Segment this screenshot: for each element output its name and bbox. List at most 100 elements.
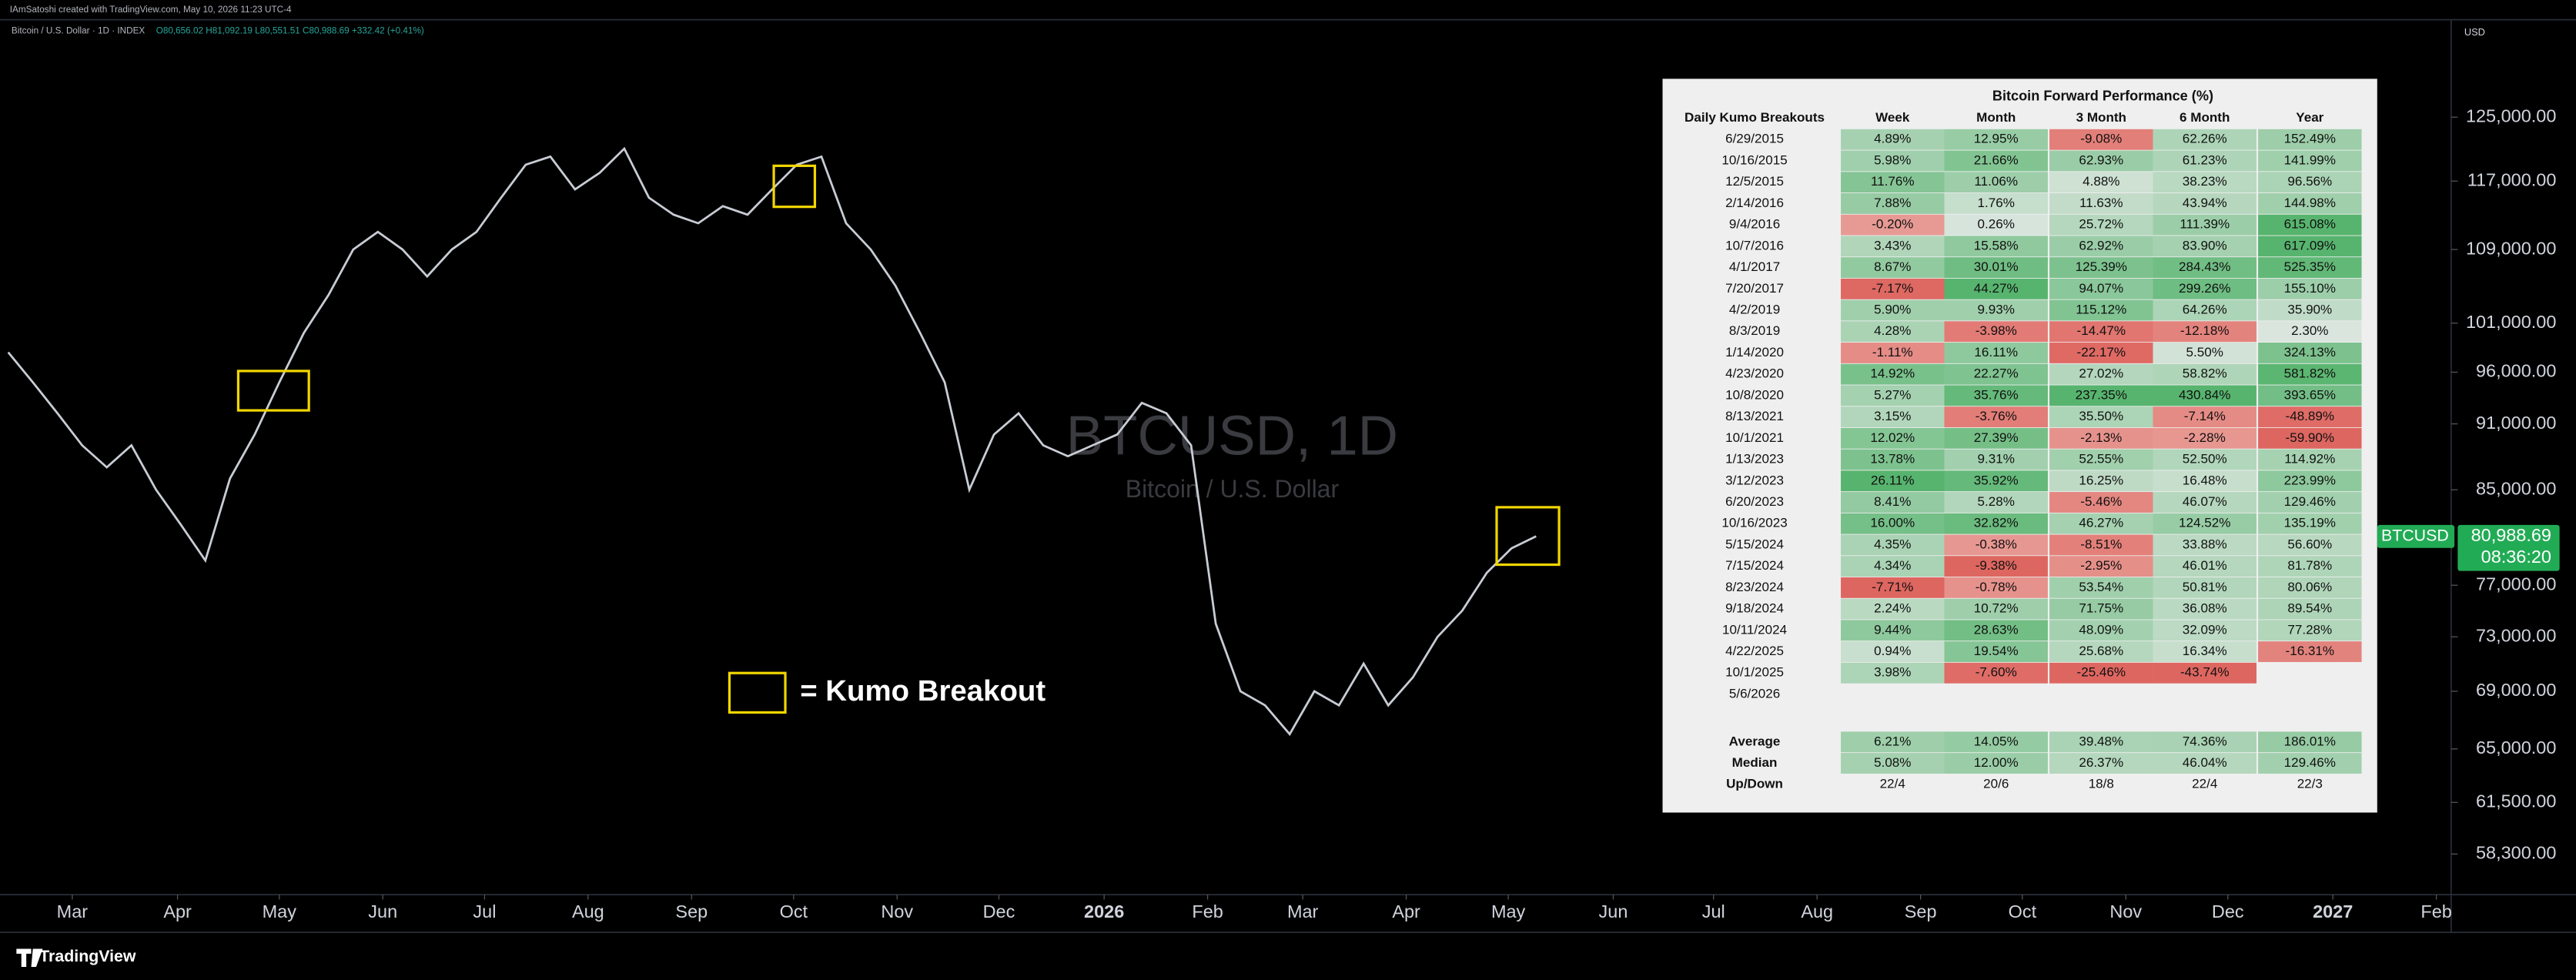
row-label: 4/1/2017 — [1729, 259, 1780, 274]
cell-fill — [2258, 534, 2362, 556]
cell-fill — [1841, 129, 1945, 150]
cell: 11.63% — [2079, 196, 2123, 210]
row-label: 10/11/2024 — [1722, 622, 1787, 637]
cell: -0.38% — [1975, 537, 2017, 551]
cell-fill — [2258, 598, 2362, 620]
cell-fill — [2153, 321, 2257, 343]
cell-fill — [2258, 129, 2362, 150]
cell: 35.76% — [1974, 387, 2019, 402]
x-tick-label: 2026 — [1084, 901, 1124, 921]
cell-fill — [2153, 129, 2257, 150]
cell-fill — [2049, 406, 2153, 428]
cell-fill — [2049, 363, 2153, 385]
watermark: BTCUSD, 1D — [1066, 405, 1398, 467]
countdown: 08:36:20 — [2481, 547, 2551, 567]
cell-fill — [1841, 556, 1945, 577]
table-title: Bitcoin Forward Performance (%) — [1992, 89, 2213, 104]
cell: 64.26% — [2183, 303, 2227, 317]
row-label: 3/12/2023 — [1725, 473, 1784, 487]
cell: -9.08% — [2080, 132, 2122, 146]
y-tick-label: 101,000.00 — [2466, 312, 2556, 332]
cell: 53.54% — [2079, 580, 2123, 594]
cell-fill — [2049, 321, 2153, 343]
cell: 71.75% — [2079, 601, 2123, 616]
cell: 2.30% — [2291, 323, 2328, 338]
cell: 26.11% — [1871, 473, 1915, 487]
cell: 8.67% — [1874, 259, 1911, 274]
x-tick-label: Nov — [881, 901, 913, 921]
cell: 89.54% — [2287, 601, 2332, 616]
cell-fill — [1841, 192, 1945, 214]
cell: -8.51% — [2080, 537, 2122, 551]
cell: 3.98% — [1874, 665, 1911, 680]
cell-fill — [1841, 641, 1945, 662]
cell-fill — [1841, 406, 1945, 428]
cell-fill — [1944, 731, 2048, 753]
cell: 5.08% — [1874, 755, 1911, 770]
cell: -7.60% — [1975, 665, 2017, 680]
cell-fill — [2258, 363, 2362, 385]
y-tick-label: 117,000.00 — [2467, 169, 2557, 189]
cell: -5.46% — [2080, 494, 2122, 509]
cell-fill — [2258, 449, 2362, 470]
row-label: 7/20/2017 — [1725, 281, 1784, 296]
currency: USD — [2464, 26, 2485, 38]
cell: 25.72% — [2079, 217, 2123, 232]
cell: -2.28% — [2184, 430, 2226, 445]
cell: 16.48% — [2183, 473, 2227, 487]
cell: 135.19% — [2284, 516, 2336, 530]
plot — [7, 146, 1537, 737]
y-tick-label: 96,000.00 — [2476, 361, 2556, 381]
cell-fill — [2049, 556, 2153, 577]
cell-fill — [2049, 257, 2153, 279]
logo-icon — [16, 948, 43, 967]
cell-fill — [2049, 150, 2153, 172]
row-label: 10/16/2023 — [1721, 516, 1787, 530]
table: Daily Kumo Breakouts Week Month 3 Month 6 Mo… — [1684, 110, 2362, 791]
cell-fill — [1944, 598, 2048, 620]
cell-fill — [2049, 299, 2153, 321]
y-tick-label: 91,000.00 — [2476, 413, 2556, 433]
cell: 44.27% — [1974, 281, 2019, 296]
cell: 12.02% — [1870, 430, 1915, 445]
cell-fill — [2153, 427, 2257, 449]
cell: -48.89% — [2286, 409, 2335, 423]
cell-fill — [2153, 753, 2257, 774]
cell-fill — [2049, 492, 2153, 513]
x-tick-label: Nov — [2109, 901, 2142, 921]
cell-fill — [1841, 470, 1945, 492]
cell-fill — [2258, 427, 2362, 449]
cell: 81.78% — [2287, 558, 2332, 573]
x-tick-label: May — [1491, 901, 1526, 921]
cell-fill — [1841, 492, 1945, 513]
symbol: Bitcoin / U.S. Dollar · 1D · INDEX — [12, 26, 145, 36]
cell: 30.01% — [1974, 259, 2019, 274]
cell-fill — [1944, 556, 2048, 577]
cell: 62.92% — [2079, 238, 2123, 253]
cell: -1.11% — [1872, 345, 1913, 360]
cell: 141.99% — [2284, 152, 2336, 167]
cell-fill — [1841, 513, 1945, 534]
cell: 50.81% — [2183, 580, 2227, 594]
cell: 4.34% — [1874, 558, 1911, 573]
cell: 5.27% — [1874, 387, 1911, 402]
legend-box — [728, 671, 787, 714]
cell-fill — [2153, 513, 2257, 534]
column-header: Month — [1976, 110, 2016, 125]
x-tick-label: Apr — [163, 901, 192, 921]
cell-fill — [2153, 150, 2257, 172]
cell: -0.78% — [1975, 580, 2017, 594]
cell-fill — [1841, 620, 1945, 641]
column-header: Week — [1875, 110, 1910, 125]
cell: 5.98% — [1874, 152, 1911, 167]
cell: 324.13% — [2284, 345, 2336, 360]
cell: 237.35% — [2076, 387, 2127, 402]
x-tick-label: Aug — [572, 901, 604, 921]
cell: 33.88% — [2183, 537, 2227, 551]
cell-fill — [2153, 385, 2257, 406]
cell: 22/3 — [2297, 777, 2323, 791]
y-tick-label: 69,000.00 — [2476, 680, 2556, 700]
cell: 155.10% — [2284, 281, 2336, 296]
cell: 2.24% — [1874, 601, 1911, 616]
